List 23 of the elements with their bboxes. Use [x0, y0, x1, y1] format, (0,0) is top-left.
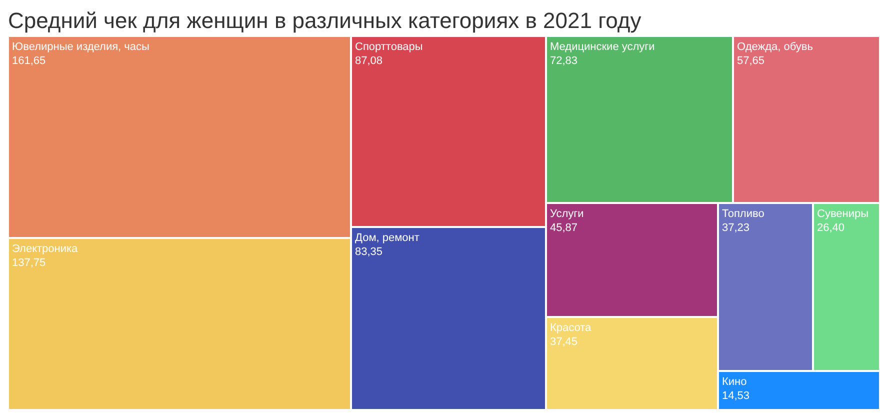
category-label: Электроника: [12, 243, 79, 255]
data-label: 83,35: [355, 246, 383, 258]
category-label: Одежда, обувь: [737, 41, 814, 53]
category-label: Красота: [550, 322, 592, 334]
category-label: Ювелирные изделия, часы: [12, 41, 150, 53]
category-label: Дом, ремонт: [355, 232, 420, 244]
data-label: 37,23: [722, 222, 750, 234]
data-label: 26,40: [817, 222, 845, 234]
data-label: 72,83: [550, 55, 578, 67]
data-label: 45,87: [550, 222, 578, 234]
category-label: Услуги: [550, 208, 584, 220]
data-label: 87,08: [355, 55, 383, 67]
category-label: Кино: [722, 376, 747, 388]
data-label: 57,65: [737, 55, 765, 67]
data-label: 14,53: [722, 390, 750, 402]
category-label: Сувениры: [817, 208, 869, 220]
text: Средний чек для женщин в различных категориях в 2021 году: [8, 8, 642, 35]
data-label: 37,45: [550, 336, 578, 348]
data-label: 161,65: [12, 55, 46, 67]
data-label: 137,75: [12, 257, 46, 269]
category-label: Медицинские услуги: [550, 41, 655, 53]
category-label: Топливо: [722, 208, 764, 220]
category-label: Спорттовары: [355, 41, 423, 53]
